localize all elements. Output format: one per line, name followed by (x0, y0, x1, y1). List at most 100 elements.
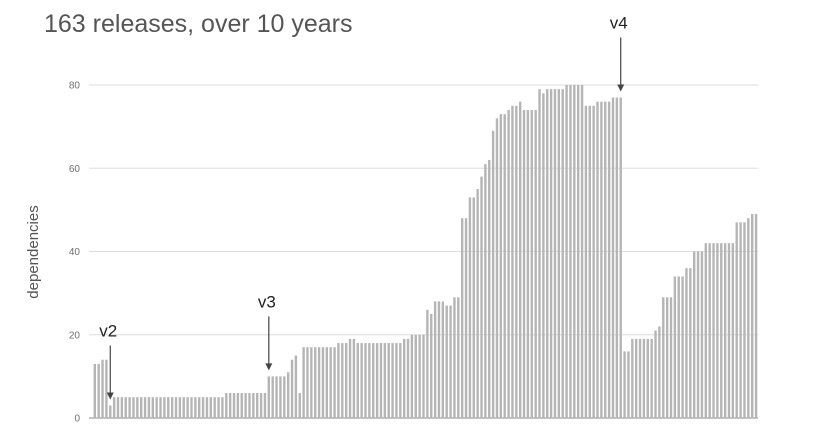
bar (97, 363, 100, 418)
bar (147, 397, 151, 418)
bar (182, 397, 185, 418)
bar (546, 89, 549, 418)
bar (484, 164, 487, 418)
bar (140, 397, 143, 418)
bar (263, 393, 267, 418)
bar (387, 343, 390, 418)
annotation-arrow-head (265, 363, 273, 371)
bar (228, 393, 232, 418)
bar (619, 97, 622, 419)
bar (580, 85, 584, 418)
bar (205, 397, 209, 418)
bar (592, 105, 595, 418)
bar (542, 93, 545, 418)
bar (298, 393, 301, 418)
bar (143, 397, 147, 418)
bar (348, 338, 352, 418)
bar (665, 297, 669, 418)
bar (538, 89, 541, 418)
bar (101, 359, 104, 418)
annotation-v2: v2 (99, 322, 117, 400)
bars (93, 85, 758, 419)
bar (518, 101, 522, 419)
bar (372, 343, 375, 418)
bar (441, 301, 445, 418)
bar (561, 89, 564, 418)
bar (731, 243, 735, 418)
bar (302, 347, 305, 418)
bar (754, 214, 758, 418)
bar (534, 109, 537, 418)
bar (642, 338, 646, 418)
bar (190, 397, 193, 418)
annotations: v2 v3 v4 (99, 13, 628, 400)
bar (650, 338, 653, 418)
bar (159, 397, 162, 418)
bar (410, 334, 414, 418)
bar (259, 393, 263, 418)
bar (283, 376, 286, 419)
bar (669, 297, 673, 418)
bar (689, 268, 692, 418)
bar (588, 105, 591, 418)
bar (256, 393, 259, 418)
bar (576, 85, 580, 418)
y-tick-label: 20 (69, 330, 81, 341)
bar (662, 297, 665, 418)
bar (573, 85, 576, 418)
annotation-v3: v3 (258, 292, 276, 371)
bar (515, 105, 518, 418)
bar (136, 397, 139, 418)
bar (468, 197, 472, 418)
bar (317, 347, 321, 418)
bar (414, 334, 417, 418)
bar (453, 297, 456, 418)
bar (735, 222, 738, 418)
bar (445, 305, 448, 418)
bar (364, 343, 367, 418)
bar (344, 343, 348, 418)
bar (248, 393, 251, 418)
bar (201, 397, 205, 418)
bar (673, 276, 677, 418)
bar (267, 376, 271, 419)
annotation-label: v2 (99, 322, 117, 341)
bar (685, 268, 688, 418)
bar (178, 397, 182, 418)
bar (615, 97, 619, 419)
bar (174, 397, 178, 418)
bar (395, 343, 398, 418)
bar (314, 347, 317, 418)
bar (360, 343, 363, 418)
bar (418, 334, 421, 418)
bar (557, 89, 561, 418)
bar (530, 109, 533, 418)
bar (638, 338, 642, 418)
bar (476, 189, 479, 418)
bar (209, 397, 213, 418)
bar (460, 218, 464, 418)
bar (240, 393, 243, 418)
bar (499, 114, 503, 418)
bar (399, 343, 402, 418)
y-tick-label: 60 (69, 164, 81, 175)
bar (286, 372, 290, 418)
bar (720, 243, 723, 418)
bar (600, 101, 603, 419)
bar (739, 222, 742, 418)
bar (213, 397, 216, 418)
bar (623, 351, 626, 418)
bar (611, 97, 615, 419)
bar (252, 393, 255, 418)
bar (116, 397, 120, 418)
bar (696, 251, 700, 418)
bar (596, 101, 599, 419)
bar (275, 376, 278, 419)
bar (290, 359, 294, 418)
bar (329, 347, 332, 418)
bar (522, 109, 526, 418)
y-tick-label: 0 (74, 414, 80, 425)
bar (716, 243, 719, 418)
bar (341, 343, 344, 418)
bar (681, 276, 684, 418)
